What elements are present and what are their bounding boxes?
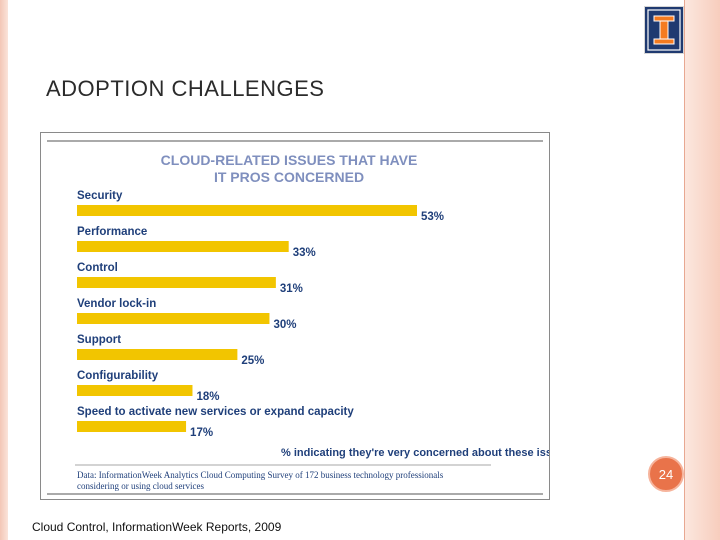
block-i-logo-icon [647,9,681,51]
category-label: Configurability [77,370,159,382]
slide-title: ADOPTION CHALLENGES [46,76,325,101]
value-label: 17% [190,427,213,439]
value-label: 33% [293,247,316,259]
value-label: 31% [280,283,303,295]
chart-title-line-1: CLOUD-RELATED ISSUES THAT HAVE [161,152,418,168]
category-label: Security [77,190,123,202]
bar [77,385,193,396]
value-label: 25% [241,355,264,367]
value-label: 53% [421,211,444,223]
bar [77,349,238,360]
category-label: Performance [77,226,147,238]
page-number-badge: 24 [648,456,684,492]
value-label: 30% [273,319,296,331]
bar [77,205,417,216]
right-decorative-border [684,0,720,540]
category-label: Support [77,334,121,346]
category-label: Control [77,262,118,274]
figure-caption: Cloud Control, Information​Week Reports,… [32,520,282,534]
category-label: Vendor lock-in [77,298,156,310]
chart-figure: CLOUD-RELATED ISSUES THAT HAVE IT PROS C… [40,132,550,500]
bar-chart: CLOUD-RELATED ISSUES THAT HAVE IT PROS C… [47,140,549,495]
x-axis-caption: % indicating they're very concerned abou… [281,447,549,459]
source-note-line-2: considering or using cloud services [77,481,204,491]
bar [77,277,276,288]
left-decorative-border [0,0,8,540]
category-label: Speed to activate new services or expand… [77,406,354,418]
chart-title-line-2: IT PROS CONCERNED [214,169,364,185]
university-logo [644,6,684,54]
bar [77,421,187,432]
bar [77,313,270,324]
source-note-line-1: Data: InformationWeek Analytics Cloud Co… [77,470,444,480]
bar [77,241,289,252]
value-label: 18% [196,391,219,403]
